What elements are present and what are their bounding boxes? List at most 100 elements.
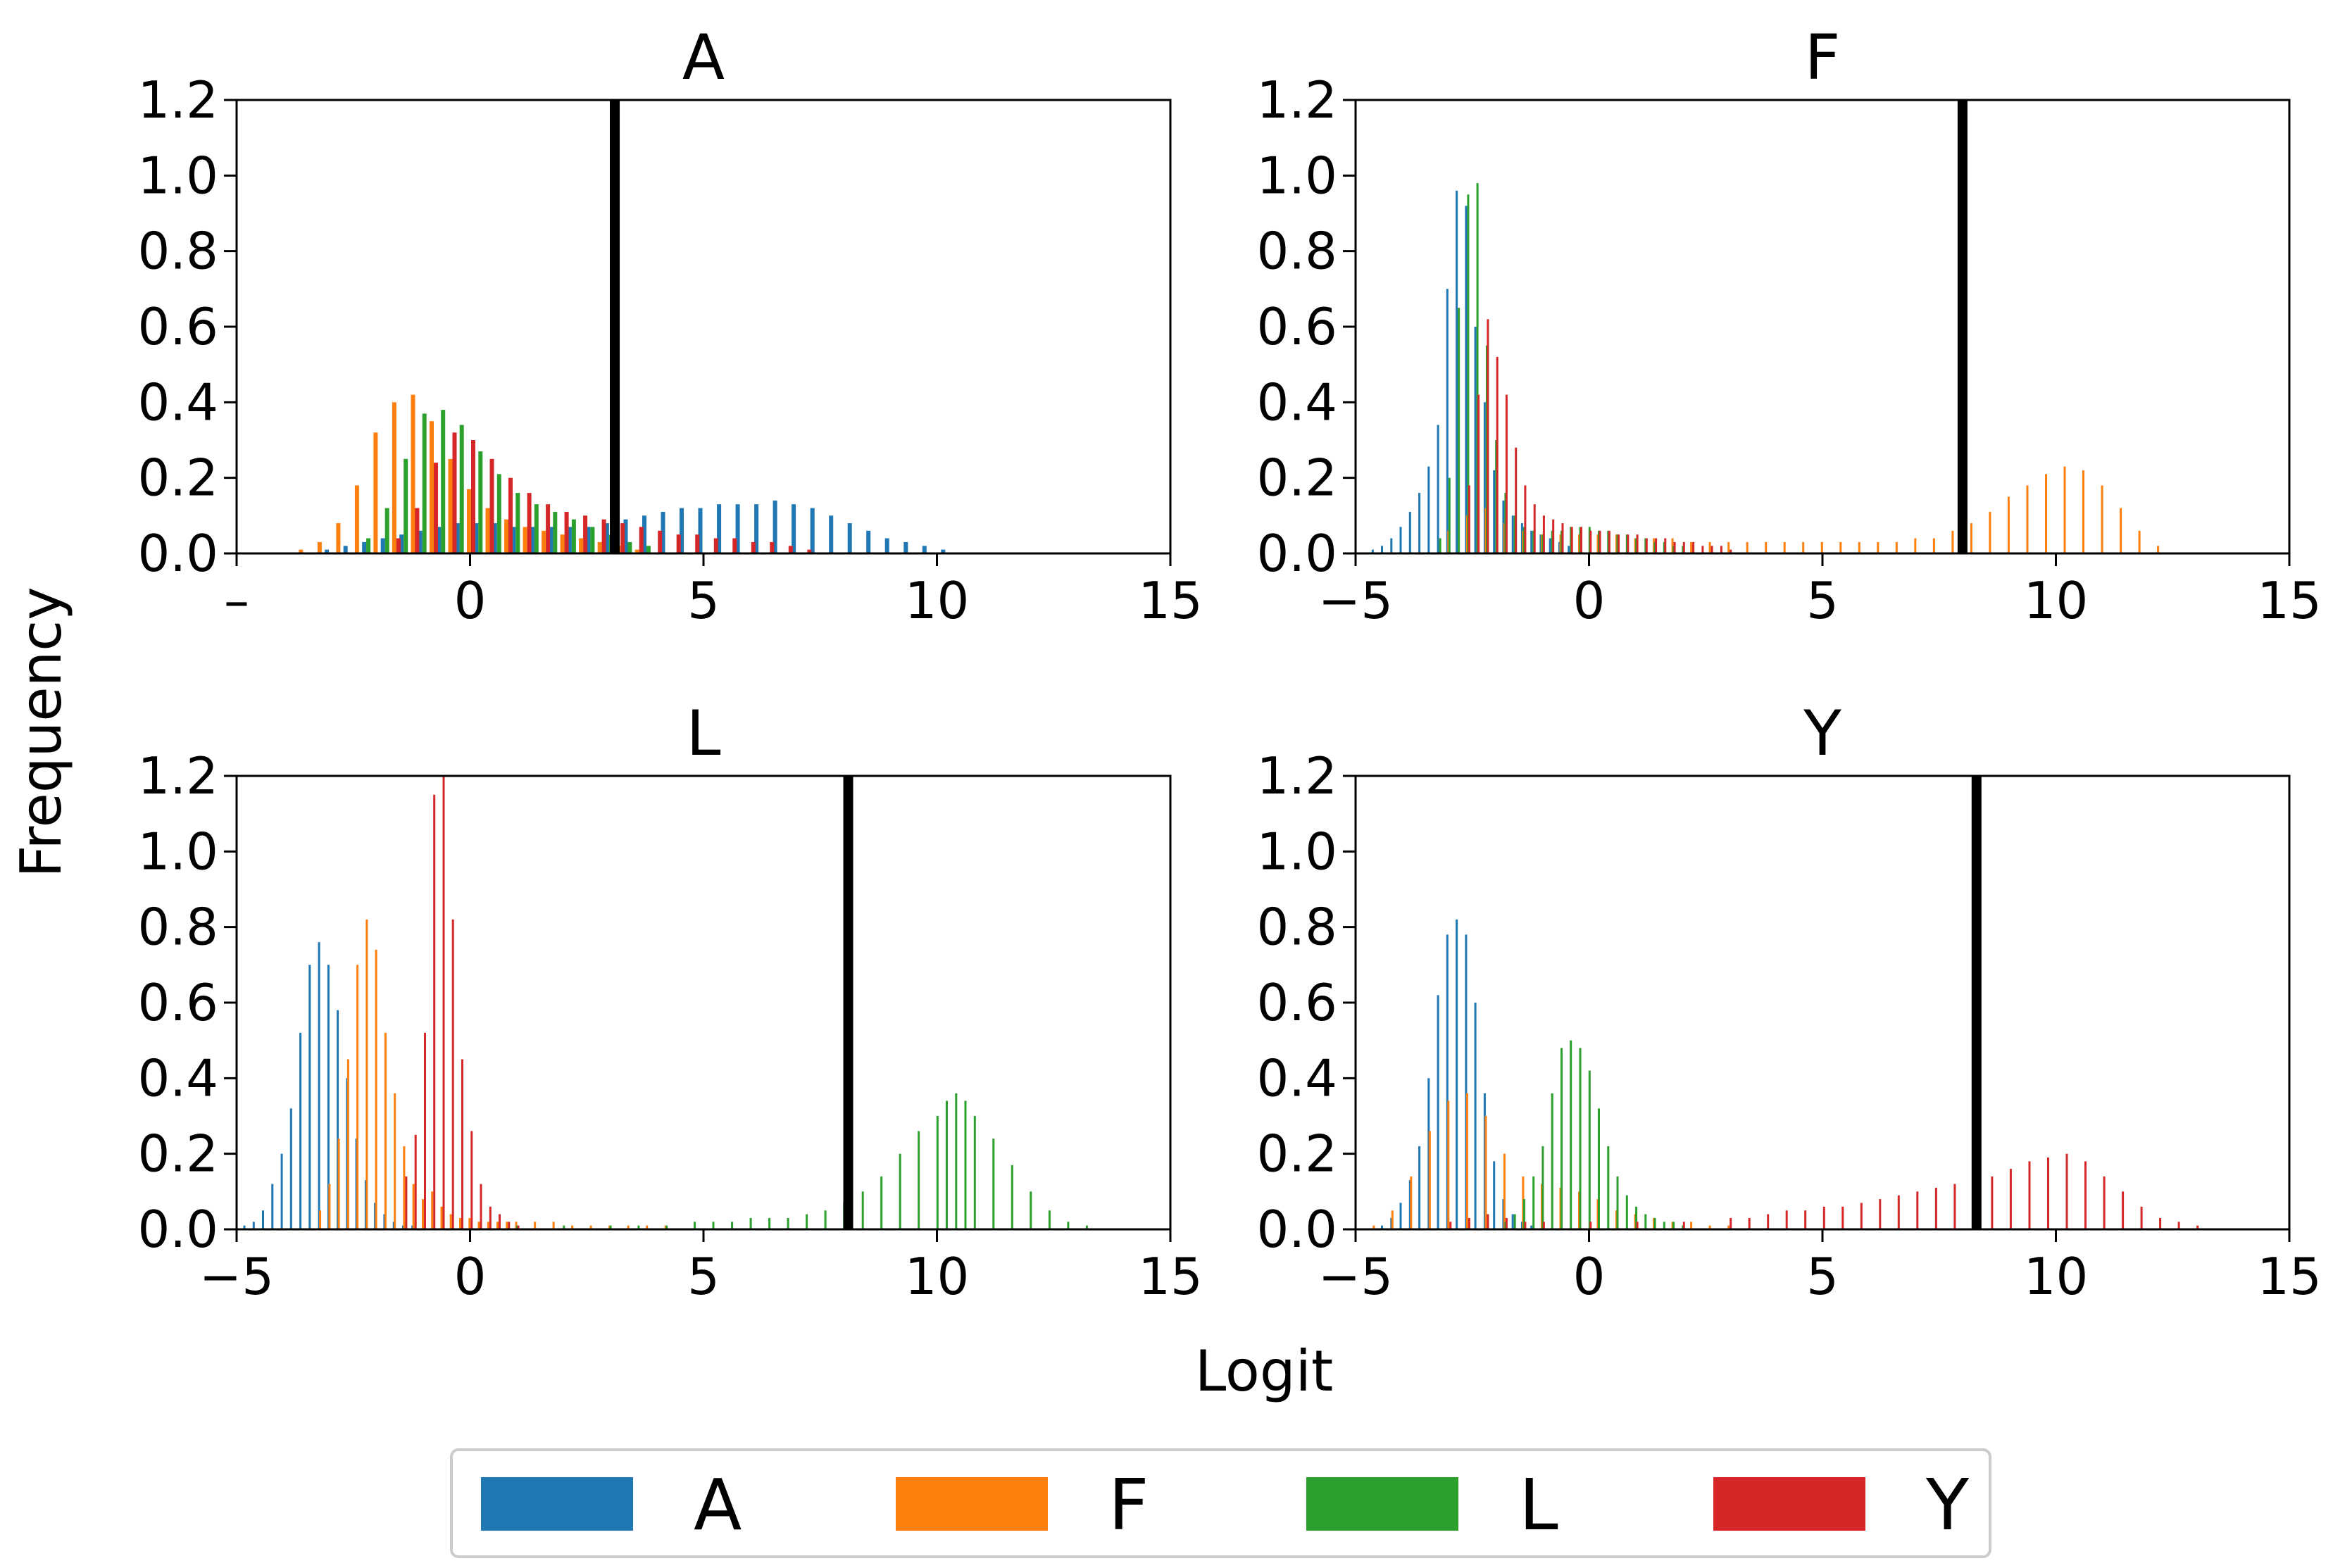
bar-a-a — [773, 500, 777, 553]
bar-a-f — [542, 530, 546, 553]
bar-l-l — [946, 1100, 948, 1229]
bar-a-l — [459, 425, 464, 553]
bar-f-f — [1708, 541, 1711, 553]
bar-l-f — [375, 949, 377, 1229]
bar-y-y — [1468, 1217, 1470, 1229]
bar-f-f — [1932, 538, 1935, 553]
bar-f-a — [1493, 470, 1496, 553]
bar-l-f — [384, 1032, 387, 1229]
bar-l-y — [499, 1214, 501, 1229]
y-axis-label: Frequency — [8, 587, 74, 877]
bar-l-y — [442, 776, 445, 1229]
bar-a-y — [471, 440, 475, 553]
bar-f-f — [2157, 546, 2160, 553]
bar-l-l — [1067, 1222, 1070, 1229]
bar-a-y — [415, 508, 420, 553]
x-tick-label: 0 — [1573, 571, 1606, 630]
bar-f-a — [1371, 549, 1374, 553]
x-tick-label: – — [224, 571, 249, 630]
x-tick-label: 0 — [454, 571, 487, 630]
bar-a-a — [530, 527, 534, 553]
panel-frame — [1354, 774, 2291, 1231]
bar-a-a — [549, 527, 553, 553]
bar-l-a — [337, 1010, 339, 1229]
bars-a — [299, 394, 946, 553]
y-tick-label: 0.2 — [1256, 449, 1337, 508]
bar-f-y — [1599, 530, 1601, 553]
bar-f-a — [1456, 190, 1458, 553]
bar-a-a — [418, 530, 423, 553]
bar-f-a — [1446, 289, 1449, 553]
bar-l-a — [271, 1184, 274, 1229]
bar-y-y — [1897, 1195, 1900, 1229]
bar-f-a — [1465, 206, 1468, 553]
bar-l-f — [468, 1217, 471, 1229]
bar-a-l — [496, 474, 501, 553]
y-tick-label: 0.2 — [137, 449, 218, 508]
bar-f-y — [1720, 546, 1722, 553]
bar-f-f — [1802, 541, 1805, 553]
x-tick-label: 10 — [905, 1247, 970, 1306]
bar-f-y — [1589, 530, 1592, 553]
bar-l-l — [992, 1139, 995, 1229]
bar-f-f — [1690, 541, 1693, 553]
bar-l-y — [508, 1222, 511, 1229]
y-tick-label: 0.8 — [1256, 222, 1337, 281]
bar-a-a — [455, 523, 460, 553]
bar-y-a — [1399, 1203, 1402, 1229]
bar-a-y — [527, 493, 532, 553]
bar-a-a — [623, 519, 628, 553]
bar-y-y — [1767, 1214, 1770, 1229]
bar-a-f — [448, 458, 453, 553]
bar-a-y — [601, 519, 606, 553]
bar-l-f — [589, 1225, 592, 1229]
bar-f-l — [1458, 308, 1461, 553]
bar-l-f — [412, 1184, 415, 1229]
bar-a-f — [430, 421, 434, 553]
legend-label-y: Y — [1925, 1464, 1970, 1546]
legend-swatch-f — [896, 1477, 1048, 1531]
bar-f-y — [1505, 394, 1508, 553]
bar-l-l — [694, 1222, 696, 1229]
bar-f-f — [1820, 541, 1823, 553]
bar-y-a — [1437, 995, 1439, 1229]
x-axis-label: Logit — [1195, 1338, 1333, 1404]
bar-y-y — [1505, 1217, 1508, 1229]
bar-l-f — [534, 1222, 537, 1229]
bar-a-y — [583, 515, 588, 553]
bar-l-l — [1030, 1191, 1032, 1229]
bar-a-l — [404, 458, 408, 553]
x-tick-label: 15 — [2257, 1247, 2322, 1306]
bar-l-f — [646, 1225, 649, 1229]
bar-l-y — [414, 1134, 417, 1229]
bar-a-f — [634, 549, 639, 553]
bar-a-a — [604, 523, 609, 553]
bar-f-f — [2063, 466, 2066, 553]
bar-a-f — [373, 432, 378, 553]
bar-l-y — [480, 1184, 482, 1229]
y-tick-label: 0.8 — [137, 222, 218, 281]
panel-title: Y — [1803, 697, 1841, 770]
bar-a-y — [732, 538, 737, 553]
bar-f-a — [1399, 527, 1402, 553]
bar-a-l — [627, 541, 632, 553]
x-tick-label: 10 — [905, 571, 970, 630]
bar-y-f — [1465, 1093, 1468, 1229]
bar-f-y — [1682, 541, 1685, 553]
bar-l-y — [517, 1225, 520, 1229]
bar-y-l — [1513, 1214, 1516, 1229]
bar-y-y — [2047, 1158, 2049, 1229]
bar-y-a — [1465, 934, 1468, 1229]
bar-y-y — [1953, 1184, 1956, 1229]
bar-l-l — [964, 1100, 967, 1229]
bar-a-a — [380, 538, 385, 553]
bar-f-y — [1552, 519, 1555, 553]
legend-label-f: F — [1108, 1464, 1149, 1546]
bar-f-f — [2026, 485, 2029, 553]
bar-y-y — [2009, 1169, 2012, 1229]
bar-a-a — [735, 504, 740, 553]
bar-a-a — [941, 549, 946, 553]
bar-a-y — [695, 534, 700, 553]
bar-l-y — [470, 1131, 473, 1229]
y-tick-label: 0.8 — [137, 898, 218, 957]
